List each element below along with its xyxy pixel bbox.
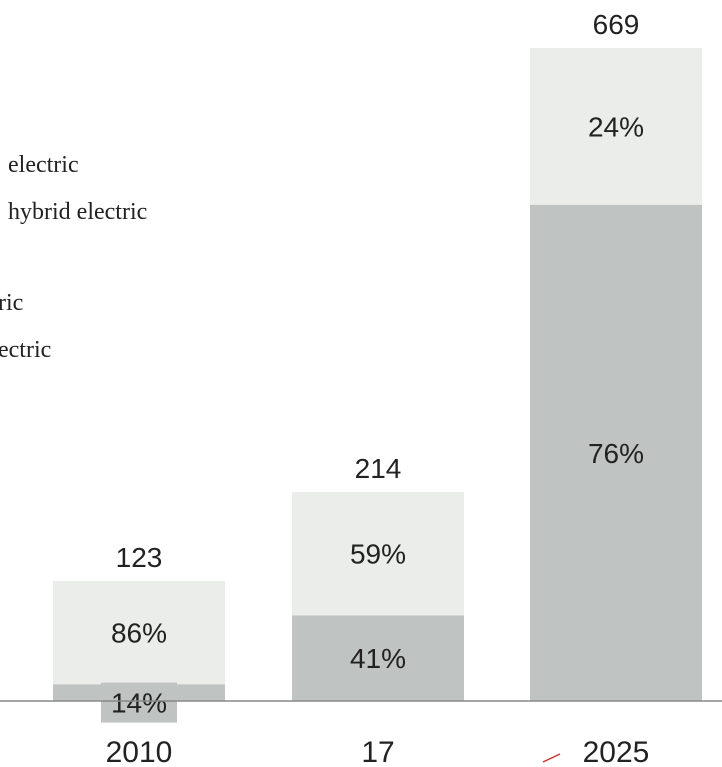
pct-label: 24% xyxy=(588,111,644,142)
bar-segment xyxy=(530,204,702,701)
category-label: 17 xyxy=(361,736,394,767)
bar-segment xyxy=(292,615,464,701)
legend-item: hybrid electric xyxy=(8,199,148,225)
pct-label: 59% xyxy=(350,539,406,570)
category-label: 2010 xyxy=(106,736,173,767)
bar-segment xyxy=(53,580,225,685)
pct-label: 76% xyxy=(588,438,644,469)
pct-label-box xyxy=(101,682,177,723)
category-label: 2025 xyxy=(583,736,650,767)
arrow-mark xyxy=(542,753,561,763)
pct-label: 14% xyxy=(111,688,167,719)
bars-layer: 14% 86% 123 2010 41% 59% 214 17 76% 24% 669 2025 xyxy=(53,9,702,767)
total-label: 669 xyxy=(593,9,640,40)
legend-item: electric xyxy=(8,152,79,178)
bar-segment xyxy=(292,492,464,616)
pct-label: 86% xyxy=(111,618,167,649)
total-label: 214 xyxy=(355,453,402,484)
total-label: 123 xyxy=(116,542,163,573)
legend-item: ectric xyxy=(0,337,52,363)
pct-label: 41% xyxy=(350,643,406,674)
legend-item: ric xyxy=(0,290,24,316)
bar-segment xyxy=(530,48,702,205)
